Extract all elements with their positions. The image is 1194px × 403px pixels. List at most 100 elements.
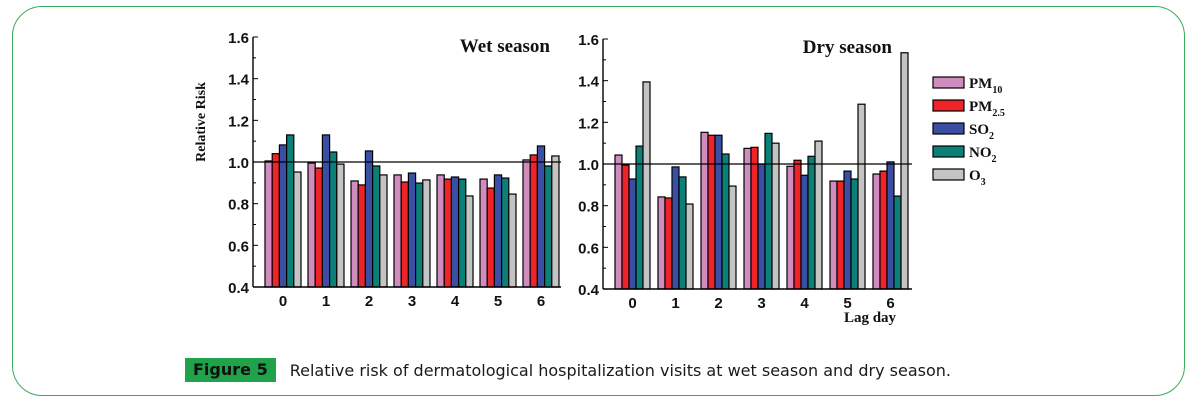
x-tick-label: 6: [886, 295, 894, 312]
wet-season-chart: Wet season Relative Risk 0.4 0.6 0.8 1.0 1.2…: [194, 30, 561, 310]
legend-item-no2: NO2: [932, 145, 997, 165]
bar-pm10-lag3: [393, 174, 402, 288]
x-tick-label: 1: [322, 293, 330, 310]
bar-so2-lag5: [493, 174, 503, 288]
legend-swatch: [932, 168, 965, 181]
x-tick-label: 3: [757, 295, 765, 312]
x-tick-label: 5: [494, 293, 502, 310]
bar-o3-lag0: [293, 171, 302, 288]
bar-pm25-lag4: [443, 178, 453, 288]
bar-so2-lag0: [628, 178, 637, 290]
bar-o3-lag2: [728, 185, 737, 290]
bar-no2-lag5: [850, 178, 859, 290]
legend-label: SO2: [969, 122, 994, 142]
bar-so2-lag5: [843, 170, 852, 290]
bar-so2-lag3: [407, 172, 417, 288]
y-tick-label: 1.0: [228, 155, 249, 172]
legend-item-pm10: PM10: [932, 76, 1002, 96]
bar-o3-lag5: [857, 103, 866, 290]
bar-pm25-lag3: [750, 146, 759, 290]
bar-pm25-lag5: [836, 180, 845, 290]
chart-title: Dry season: [803, 37, 893, 58]
bar-pm10-lag6: [872, 173, 881, 290]
y-tick-label: 0.4: [228, 280, 250, 297]
x-axis-label: Lag day: [844, 310, 897, 326]
bar-no2-lag6: [543, 165, 553, 288]
figure-frame: [12, 6, 1185, 396]
bar-o3-lag4: [465, 195, 474, 288]
bar-so2-lag6: [536, 145, 546, 288]
bar-o3-lag0: [642, 81, 651, 290]
bar-no2-lag1: [678, 176, 687, 290]
figure-caption: Figure 5 Relative risk of dermatological…: [185, 357, 951, 383]
bar-no2-lag2: [721, 153, 730, 290]
figure-label: Figure 5: [185, 358, 276, 382]
legend-swatch: [932, 76, 965, 89]
x-tick-label: 6: [537, 293, 545, 310]
y-tick-label: 0.6: [228, 238, 249, 255]
bar-o3-lag1: [336, 163, 345, 288]
bar-pm10-lag2: [350, 180, 359, 288]
bar-pm25-lag4: [793, 159, 802, 290]
bar-no2-lag0: [286, 134, 295, 288]
bar-o3-lag2: [379, 174, 388, 288]
bar-pm10-lag0: [614, 154, 623, 290]
y-tick-label: 1.6: [228, 30, 249, 47]
y-tick-label: 0.8: [228, 197, 249, 214]
y-tick-label: 0.8: [578, 199, 599, 216]
bar-o3-lag3: [422, 179, 431, 288]
bar-pm25-lag0: [621, 164, 630, 290]
bar-pm10-lag5: [479, 178, 488, 288]
bar-no2-lag2: [372, 165, 381, 288]
legend-item-so2: SO2: [932, 122, 994, 142]
bar-pm10-lag3: [743, 147, 752, 290]
bar-pm10-lag0: [264, 160, 273, 288]
legend-swatch: [932, 99, 965, 112]
legend-label: PM2.5: [969, 99, 1005, 119]
caption-text: Relative risk of dermatological hospital…: [289, 360, 952, 380]
bar-o3-lag1: [685, 203, 694, 290]
x-tick-label: 0: [279, 293, 287, 310]
bar-pm25-lag5: [486, 187, 496, 288]
bar-no2-lag0: [635, 145, 644, 290]
bar-no2-lag5: [501, 177, 510, 288]
bar-so2-lag2: [714, 134, 723, 290]
bar-pm10-lag5: [829, 180, 838, 290]
bar-pm25-lag6: [529, 154, 539, 288]
y-tick-label: 1.2: [228, 113, 249, 130]
bar-pm25-lag6: [879, 170, 888, 290]
bars: [614, 52, 909, 290]
bar-no2-lag4: [807, 155, 816, 290]
bar-so2-lag4: [800, 174, 809, 290]
y-tick-label: 0.6: [578, 240, 599, 257]
y-tick-label: 1.6: [578, 32, 599, 49]
legend-label: O3: [969, 168, 986, 188]
bar-so2-lag4: [450, 176, 460, 288]
bar-o3-lag3: [771, 142, 780, 290]
bar-so2-lag2: [364, 150, 374, 288]
y-tick-label: 1.4: [578, 74, 600, 91]
x-tick-label: 0: [628, 295, 636, 312]
bar-o3-lag5: [508, 193, 517, 288]
bar-o3-lag4: [814, 140, 823, 290]
y-tick-label: 1.2: [578, 115, 599, 132]
y-axis-label: Relative Risk: [194, 82, 209, 162]
bar-pm25-lag1: [664, 197, 673, 290]
bar-pm25-lag1: [314, 167, 324, 288]
bar-so2-lag1: [321, 134, 331, 288]
legend-label: NO2: [969, 145, 997, 165]
bar-pm10-lag4: [786, 165, 795, 290]
bar-no2-lag6: [893, 195, 902, 290]
bar-no2-lag3: [764, 132, 773, 290]
bar-pm25-lag0: [271, 153, 281, 288]
bar-pm25-lag2: [357, 184, 367, 288]
legend-swatch: [932, 145, 965, 158]
y-tick-label: 0.4: [578, 282, 600, 299]
bar-no2-lag1: [329, 151, 338, 288]
bar-so2-lag3: [757, 163, 766, 290]
bar-o3-lag6: [900, 52, 909, 290]
x-tick-label: 1: [671, 295, 679, 312]
legend-item-o3: O3: [932, 168, 986, 188]
bar-pm10-lag1: [657, 196, 666, 290]
dry-season-chart: Dry season Lag day 0.4 0.6 0.8 1.0 1.2 1.4 1.6…: [578, 32, 912, 326]
